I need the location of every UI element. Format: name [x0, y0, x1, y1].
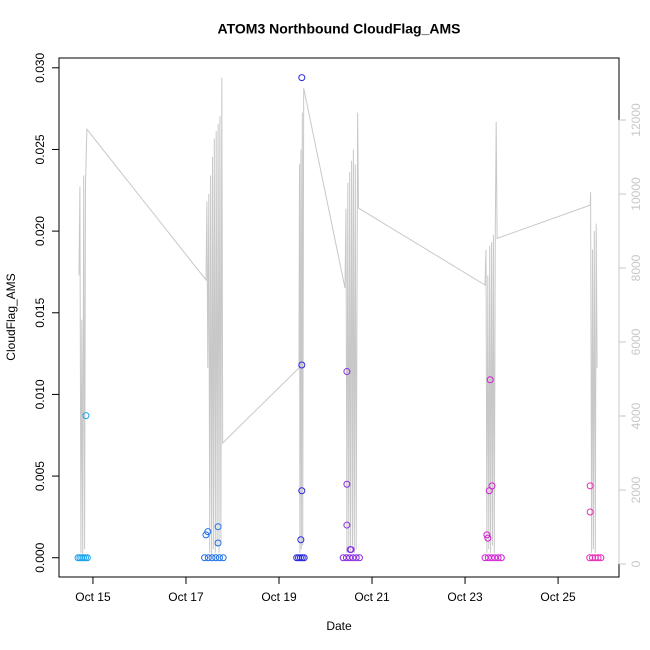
data-point — [80, 554, 88, 562]
x-tick-label: Oct 21 — [354, 590, 390, 604]
data-point — [494, 554, 502, 562]
data-point — [83, 554, 91, 562]
y-tick-label: 0.010 — [33, 379, 47, 409]
altitude-line — [78, 77, 598, 557]
data-point — [586, 482, 594, 490]
data-point — [597, 554, 605, 562]
y-tick-label: 0.015 — [33, 297, 47, 327]
data-point — [484, 534, 492, 542]
y2-tick-label: 8000 — [629, 254, 643, 281]
data-point — [488, 482, 496, 490]
data-point — [346, 554, 354, 562]
data-point — [204, 528, 212, 536]
data-point — [297, 536, 305, 544]
data-point — [343, 368, 351, 376]
x-tick-label: Oct 15 — [75, 590, 111, 604]
chart-title: ATOM3 Northbound CloudFlag_AMS — [218, 21, 461, 37]
data-point — [484, 554, 492, 562]
y2-tick-label: 6000 — [629, 328, 643, 355]
data-point — [339, 554, 347, 562]
data-point — [488, 554, 496, 562]
data-point — [347, 546, 355, 554]
y2-tick-label: 4000 — [629, 402, 643, 429]
x-tick-label: Oct 19 — [261, 590, 297, 604]
data-point — [214, 523, 222, 531]
y2-tick-label: 0 — [629, 560, 643, 567]
y-tick-label: 0.030 — [33, 52, 47, 82]
x-tick-label: Oct 23 — [447, 590, 483, 604]
y-axis-label: CloudFlag_AMS — [4, 273, 18, 360]
data-point — [352, 554, 360, 562]
data-point — [300, 554, 308, 562]
data-point — [298, 361, 306, 369]
data-point — [491, 554, 499, 562]
data-point — [204, 554, 212, 562]
y2-tick-label: 2000 — [629, 476, 643, 503]
data-point — [349, 554, 357, 562]
x-tick-label: Oct 25 — [540, 590, 576, 604]
plot-frame — [58, 57, 620, 578]
data-point — [214, 539, 222, 547]
data-point — [486, 376, 494, 384]
x-tick-label: Oct 17 — [168, 590, 204, 604]
y-tick-label: 0.000 — [33, 542, 47, 572]
data-point — [298, 554, 306, 562]
data-point — [342, 554, 350, 562]
data-point — [82, 412, 90, 420]
data-point — [82, 554, 90, 562]
data-point — [355, 554, 363, 562]
data-point — [343, 480, 351, 488]
data-point — [215, 554, 223, 562]
data-point — [586, 508, 594, 516]
x-axis-label: Date — [326, 619, 352, 633]
data-point — [219, 554, 227, 562]
data-point — [483, 531, 491, 539]
data-point — [201, 554, 209, 562]
data-point — [298, 487, 306, 495]
data-point — [298, 74, 306, 82]
y-tick-label: 0.005 — [33, 461, 47, 491]
data-point — [481, 554, 489, 562]
data-point — [208, 554, 216, 562]
y-tick-label: 0.020 — [33, 216, 47, 246]
data-point — [497, 554, 505, 562]
y2-tick-label: 10000 — [629, 177, 643, 211]
y-tick-label: 0.025 — [33, 134, 47, 164]
data-point — [343, 521, 351, 529]
data-point — [296, 554, 304, 562]
data-point — [594, 554, 602, 562]
data-point — [212, 554, 220, 562]
y2-tick-label: 12000 — [629, 103, 643, 137]
